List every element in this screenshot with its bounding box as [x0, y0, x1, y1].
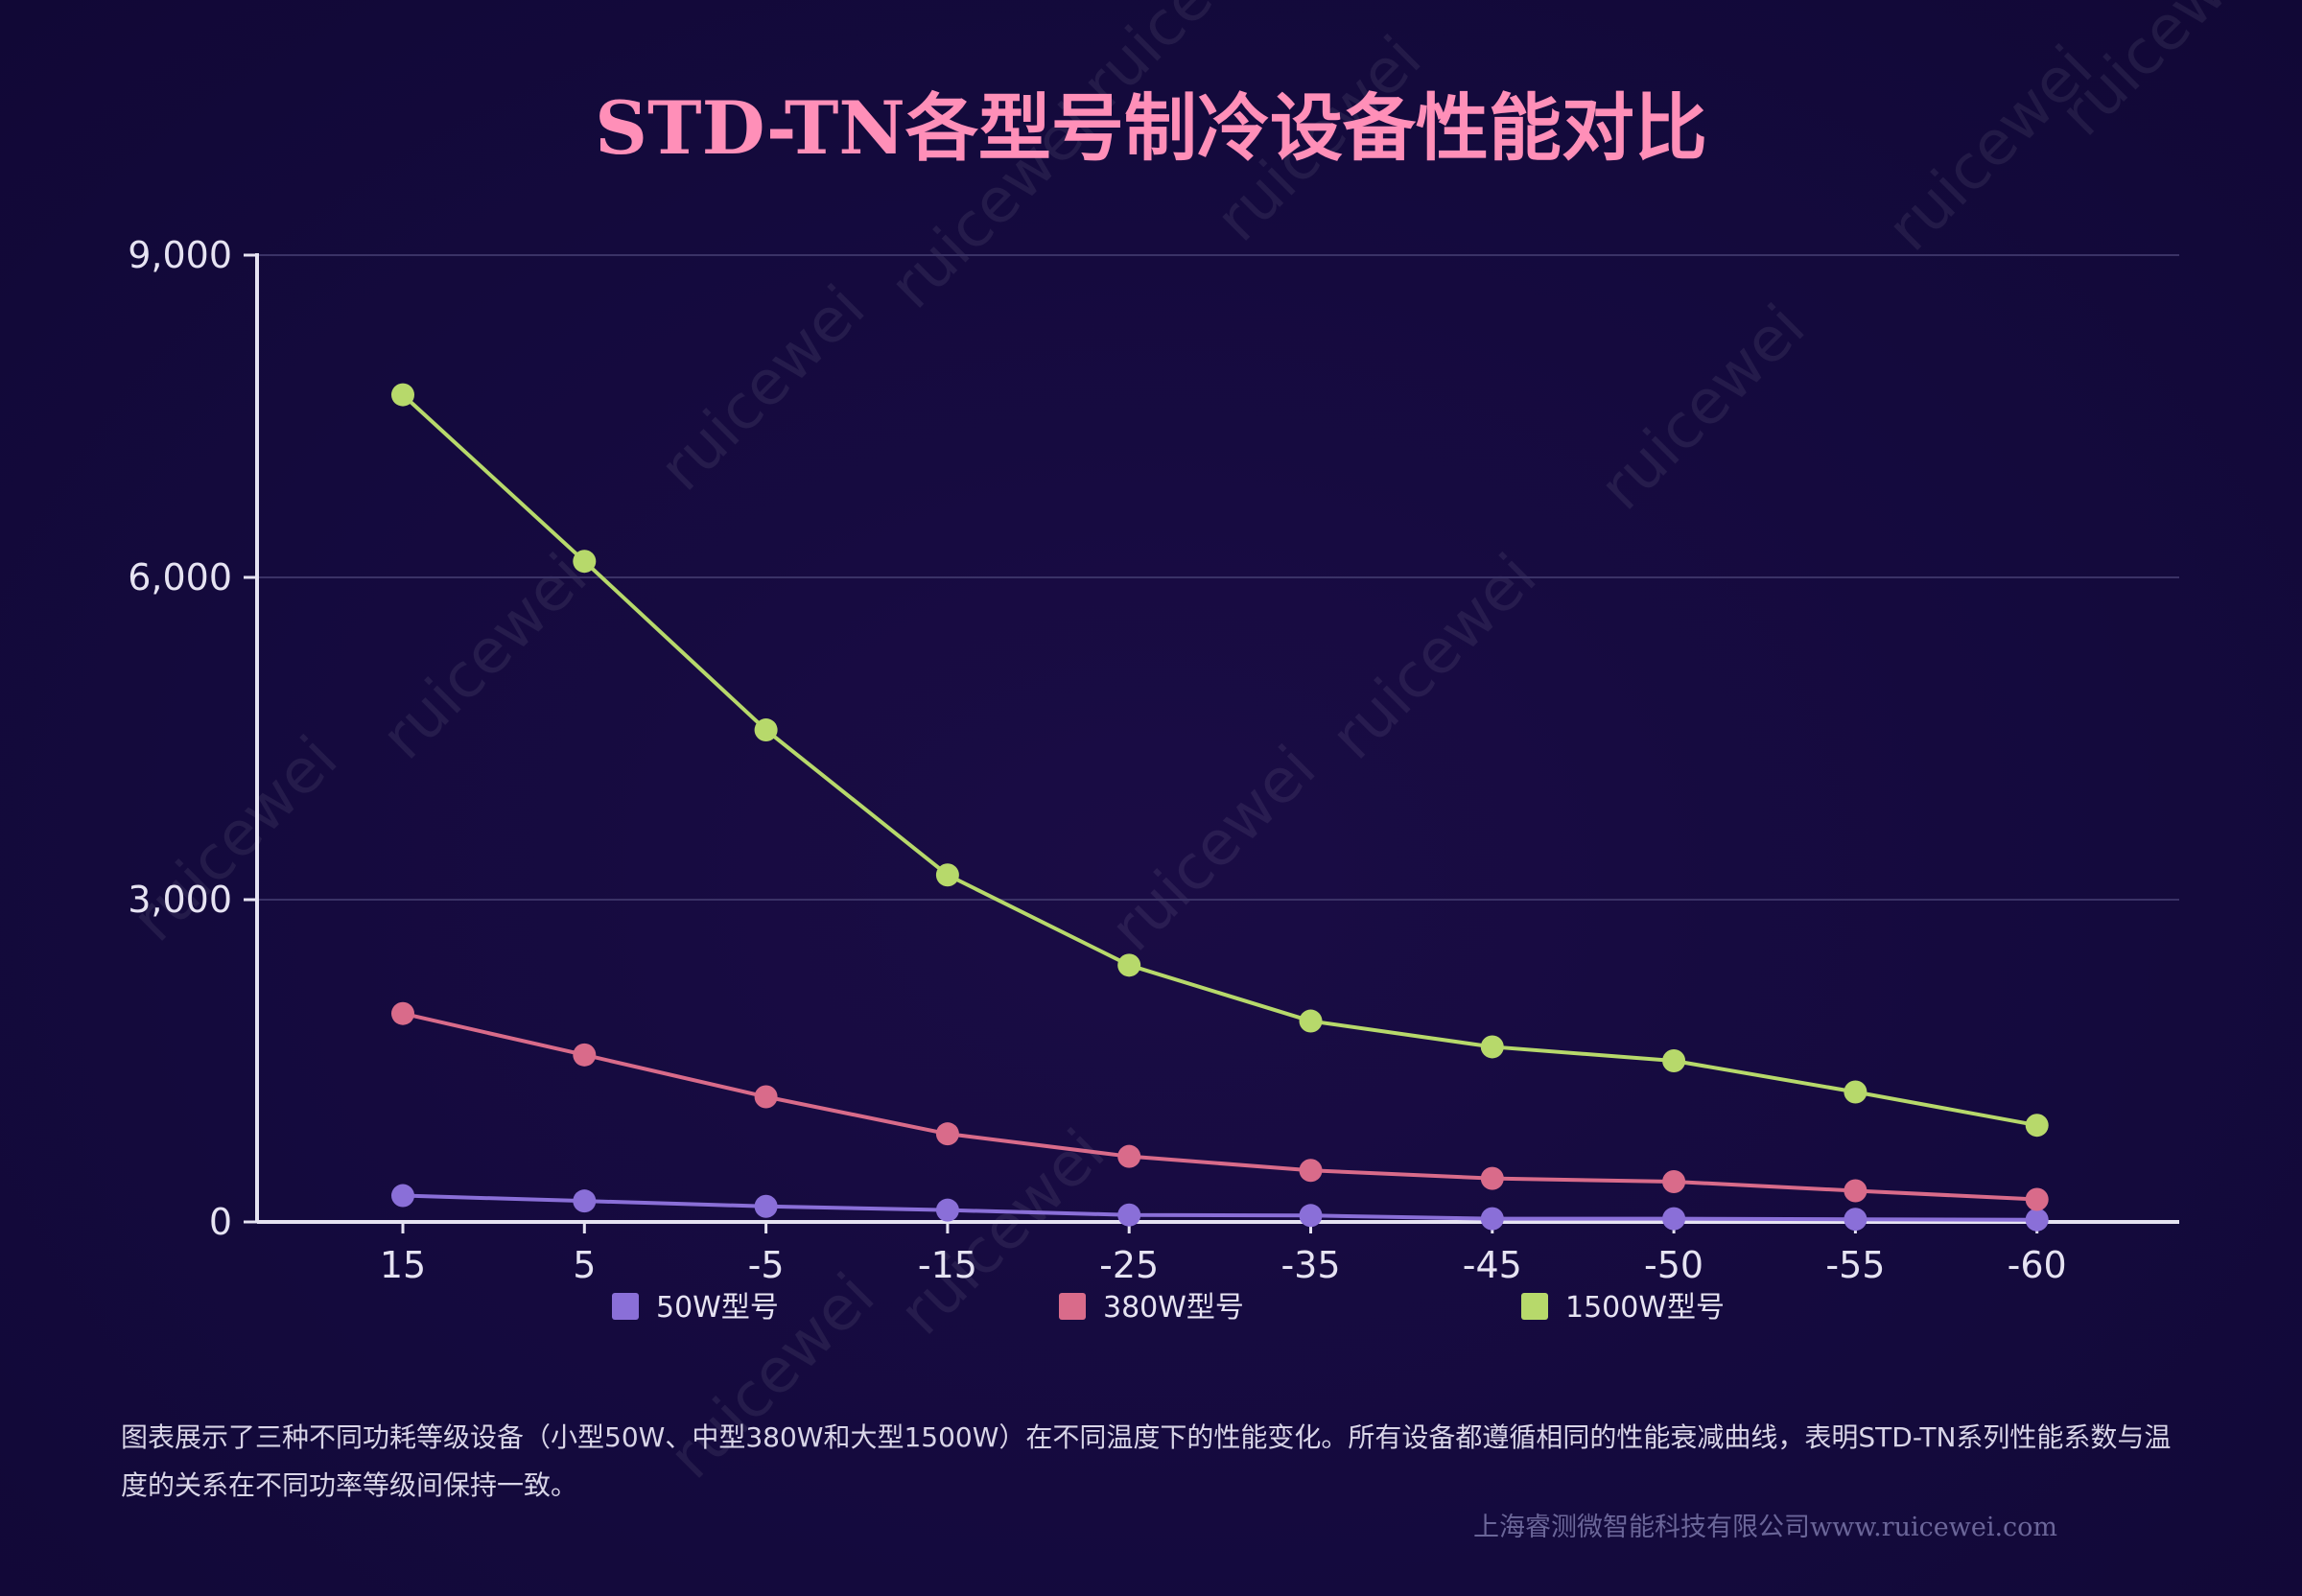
data-point[interactable] [1480, 1207, 1504, 1231]
watermark-text: ruicewei [1874, 33, 2106, 265]
data-point[interactable] [1299, 1009, 1323, 1033]
x-tick-label: -15 [918, 1244, 977, 1286]
watermark-text: ruicewei [2047, 0, 2279, 150]
data-point[interactable] [2025, 1114, 2049, 1138]
data-point[interactable] [754, 1194, 778, 1218]
chart-description: 图表展示了三种不同功耗等级设备（小型50W、中型380W和大型1500W）在不同… [121, 1421, 2172, 1501]
data-point[interactable] [391, 1184, 414, 1208]
data-point[interactable] [935, 863, 959, 887]
legend: 50W型号 380W型号 1500W型号 [612, 1291, 1725, 1325]
watermark-text: ruicewei [1097, 733, 1329, 965]
data-point[interactable] [1117, 1203, 1141, 1227]
y-axis-ticks: 0 3,000 6,000 9,000 [128, 234, 257, 1243]
data-point[interactable] [1117, 1144, 1141, 1168]
data-point[interactable] [1662, 1170, 1686, 1193]
x-tick-label: 5 [573, 1244, 596, 1286]
data-point[interactable] [2025, 1208, 2049, 1232]
data-point[interactable] [1662, 1049, 1686, 1072]
legend-label: 1500W型号 [1565, 1291, 1725, 1325]
footer-credit: 上海睿测微智能科技有限公司www.ruicewei.com [1473, 1513, 2058, 1542]
data-point[interactable] [573, 550, 597, 574]
legend-swatch [612, 1293, 639, 1320]
x-axis-ticks: 15 5 -5 -15 -25 -35 -45 -50 -55 -60 [380, 1222, 2067, 1286]
series-line [401, 393, 2038, 1128]
series-layer [391, 383, 2049, 1232]
data-point[interactable] [754, 718, 778, 742]
legend-label: 50W型号 [656, 1291, 779, 1325]
data-point[interactable] [1299, 1204, 1323, 1228]
x-tick-label: -55 [1825, 1244, 1885, 1286]
data-point[interactable] [1662, 1207, 1686, 1231]
gridlines [257, 254, 2179, 901]
y-tick-label: 3,000 [128, 879, 232, 921]
data-point[interactable] [754, 1085, 778, 1109]
series-line [402, 1193, 2037, 1222]
y-tick-label: 6,000 [128, 556, 232, 598]
data-point[interactable] [1844, 1080, 1867, 1104]
watermark-text: ruicewei [646, 272, 879, 505]
series-2 [391, 383, 2049, 1138]
x-tick-label: -50 [1644, 1244, 1703, 1286]
data-point[interactable] [1117, 953, 1141, 977]
legend-item[interactable]: 50W型号 [612, 1291, 779, 1325]
data-point[interactable] [1480, 1166, 1504, 1190]
series-1 [391, 1001, 2049, 1211]
x-tick-label: -25 [1099, 1244, 1159, 1286]
data-point[interactable] [1844, 1179, 1867, 1203]
legend-item[interactable]: 1500W型号 [1521, 1291, 1725, 1325]
data-point[interactable] [573, 1189, 597, 1213]
legend-item[interactable]: 380W型号 [1059, 1291, 1244, 1325]
x-tick-label: -45 [1463, 1244, 1522, 1286]
series-0 [391, 1184, 2049, 1232]
legend-swatch [1059, 1293, 1086, 1320]
x-tick-label: -35 [1280, 1244, 1340, 1286]
y-tick-label: 9,000 [128, 234, 232, 276]
watermark-text: ruicewei [1586, 292, 1819, 524]
watermark-text: ruicewei [368, 541, 600, 773]
y-tick-label: 0 [209, 1201, 232, 1243]
data-point[interactable] [391, 1001, 414, 1025]
x-tick-label: -60 [2008, 1244, 2067, 1286]
data-point[interactable] [573, 1043, 597, 1067]
data-point[interactable] [2025, 1187, 2049, 1211]
x-tick-label: 15 [380, 1244, 426, 1286]
chart-title: STD-TN各型号制冷设备性能对比 [595, 85, 1707, 171]
watermark-text: ruicewei [1318, 541, 1550, 773]
data-point[interactable] [391, 383, 414, 407]
x-tick-label: -5 [748, 1244, 785, 1286]
data-point[interactable] [1844, 1208, 1867, 1232]
legend-swatch [1521, 1293, 1548, 1320]
axes [255, 253, 2179, 1224]
data-point[interactable] [935, 1122, 959, 1146]
data-point[interactable] [1299, 1159, 1323, 1183]
series-line [402, 1011, 2037, 1202]
legend-label: 380W型号 [1103, 1291, 1244, 1325]
data-point[interactable] [935, 1198, 959, 1222]
data-point[interactable] [1480, 1035, 1504, 1059]
